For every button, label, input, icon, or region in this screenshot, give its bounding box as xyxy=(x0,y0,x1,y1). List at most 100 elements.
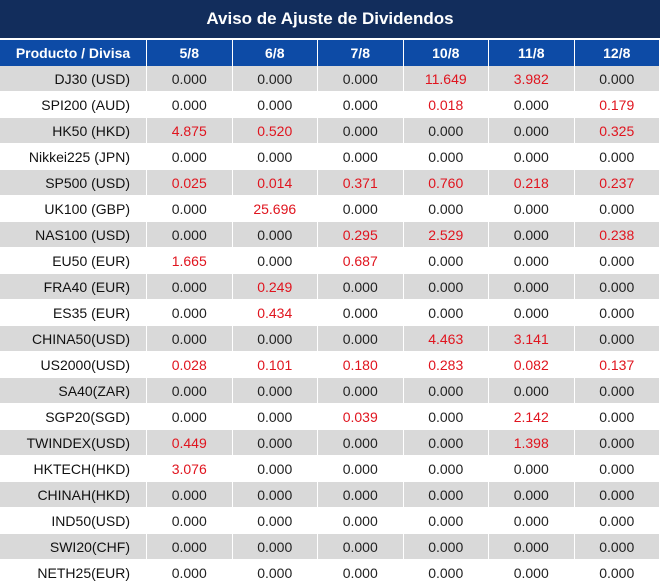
value-cell: 0.000 xyxy=(403,507,489,534)
value-cell: 0.000 xyxy=(574,377,660,404)
value-cell: 0.000 xyxy=(146,403,233,430)
table-row: CHINAH(HKD) 0.000 0.000 0.000 0.000 0.000 0.00… xyxy=(0,481,660,508)
value-cell: 0.238 xyxy=(574,221,660,248)
value-cell: 0.000 xyxy=(488,247,575,274)
product-cell: EU50 (EUR) xyxy=(0,247,147,274)
product-cell: IND50(USD) xyxy=(0,507,147,534)
table-row: TWINDEX(USD) 0.449 0.000 0.000 0.000 1.398 0.0… xyxy=(0,429,660,456)
value-cell: 0.000 xyxy=(232,403,318,430)
value-cell: 0.000 xyxy=(574,507,660,534)
product-cell: SP500 (USD) xyxy=(0,169,147,196)
header-date: 11/8 xyxy=(488,40,575,66)
table-row: HKTECH(HKD) 3.076 0.000 0.000 0.000 0.000 0.00… xyxy=(0,455,660,482)
value-cell: 0.520 xyxy=(232,117,318,144)
value-cell: 0.000 xyxy=(146,559,233,586)
value-cell: 0.082 xyxy=(488,351,575,378)
value-cell: 0.039 xyxy=(317,403,404,430)
product-cell: SWI20(CHF) xyxy=(0,533,147,560)
value-cell: 0.000 xyxy=(317,325,404,352)
value-cell: 0.000 xyxy=(403,481,489,508)
product-cell: TWINDEX(USD) xyxy=(0,429,147,456)
value-cell: 2.142 xyxy=(488,403,575,430)
value-cell: 11.649 xyxy=(403,66,489,92)
header-row: Producto / Divisa 5/8 6/8 7/8 10/8 11/8 … xyxy=(0,40,660,66)
value-cell: 0.000 xyxy=(317,429,404,456)
value-cell: 0.000 xyxy=(232,507,318,534)
table-row: US2000(USD) 0.028 0.101 0.180 0.283 0.082 0.13… xyxy=(0,351,660,378)
value-cell: 0.000 xyxy=(403,533,489,560)
table-row: SA40(ZAR) 0.000 0.000 0.000 0.000 0.000 0.000 xyxy=(0,377,660,404)
value-cell: 0.000 xyxy=(574,299,660,326)
value-cell: 0.000 xyxy=(488,117,575,144)
table-row: DJ30 (USD) 0.000 0.000 0.000 11.649 3.982 0.00… xyxy=(0,66,660,92)
header-date: 10/8 xyxy=(403,40,489,66)
value-cell: 3.982 xyxy=(488,66,575,92)
value-cell: 0.000 xyxy=(574,143,660,170)
value-cell: 0.000 xyxy=(574,533,660,560)
product-cell: Nikkei225 (JPN) xyxy=(0,143,147,170)
value-cell: 0.760 xyxy=(403,169,489,196)
value-cell: 0.000 xyxy=(317,299,404,326)
value-cell: 0.000 xyxy=(146,195,233,222)
table-row: SPI200 (AUD) 0.000 0.000 0.000 0.018 0.000 0.1… xyxy=(0,91,660,118)
value-cell: 0.000 xyxy=(488,221,575,248)
value-cell: 0.325 xyxy=(574,117,660,144)
value-cell: 0.000 xyxy=(232,221,318,248)
product-cell: FRA40 (EUR) xyxy=(0,273,147,300)
value-cell: 0.000 xyxy=(403,403,489,430)
value-cell: 0.000 xyxy=(146,481,233,508)
product-cell: SGP20(SGD) xyxy=(0,403,147,430)
value-cell: 0.000 xyxy=(232,559,318,586)
table-row: IND50(USD) 0.000 0.000 0.000 0.000 0.000 0.000 xyxy=(0,507,660,534)
value-cell: 0.000 xyxy=(488,91,575,118)
product-cell: HK50 (HKD) xyxy=(0,117,147,144)
value-cell: 0.000 xyxy=(317,533,404,560)
value-cell: 0.000 xyxy=(146,299,233,326)
product-cell: CHINA50(USD) xyxy=(0,325,147,352)
value-cell: 0.000 xyxy=(403,559,489,586)
value-cell: 0.000 xyxy=(403,195,489,222)
value-cell: 0.000 xyxy=(232,325,318,352)
table-row: NAS100 (USD) 0.000 0.000 0.295 2.529 0.000 0.2… xyxy=(0,221,660,248)
value-cell: 0.000 xyxy=(403,429,489,456)
value-cell: 0.179 xyxy=(574,91,660,118)
value-cell: 0.000 xyxy=(403,117,489,144)
value-cell: 0.000 xyxy=(488,507,575,534)
value-cell: 0.000 xyxy=(146,221,233,248)
value-cell: 0.000 xyxy=(232,533,318,560)
value-cell: 0.025 xyxy=(146,169,233,196)
value-cell: 0.000 xyxy=(317,66,404,92)
value-cell: 0.295 xyxy=(317,221,404,248)
header-date: 12/8 xyxy=(574,40,660,66)
product-cell: US2000(USD) xyxy=(0,351,147,378)
value-cell: 0.000 xyxy=(146,91,233,118)
header-date: 7/8 xyxy=(317,40,404,66)
value-cell: 0.000 xyxy=(146,325,233,352)
value-cell: 0.000 xyxy=(232,91,318,118)
table-row: UK100 (GBP) 0.000 25.696 0.000 0.000 0.000 0.0… xyxy=(0,195,660,222)
value-cell: 0.000 xyxy=(232,143,318,170)
value-cell: 0.000 xyxy=(317,507,404,534)
dividend-table: Producto / Divisa 5/8 6/8 7/8 10/8 11/8 … xyxy=(0,40,660,586)
product-cell: HKTECH(HKD) xyxy=(0,455,147,482)
table-row: FRA40 (EUR) 0.000 0.249 0.000 0.000 0.000 0.00… xyxy=(0,273,660,300)
value-cell: 0.000 xyxy=(232,247,318,274)
value-cell: 0.000 xyxy=(317,117,404,144)
value-cell: 3.141 xyxy=(488,325,575,352)
value-cell: 0.000 xyxy=(574,325,660,352)
value-cell: 0.000 xyxy=(574,455,660,482)
value-cell: 0.000 xyxy=(403,377,489,404)
value-cell: 25.696 xyxy=(232,195,318,222)
value-cell: 0.000 xyxy=(488,481,575,508)
header-date: 5/8 xyxy=(146,40,233,66)
value-cell: 0.449 xyxy=(146,429,233,456)
table-row: HK50 (HKD) 4.875 0.520 0.000 0.000 0.000 0.325 xyxy=(0,117,660,144)
table-row: SWI20(CHF) 0.000 0.000 0.000 0.000 0.000 0.000 xyxy=(0,533,660,560)
value-cell: 4.875 xyxy=(146,117,233,144)
value-cell: 0.000 xyxy=(232,66,318,92)
product-cell: UK100 (GBP) xyxy=(0,195,147,222)
value-cell: 0.000 xyxy=(317,195,404,222)
value-cell: 0.000 xyxy=(403,455,489,482)
value-cell: 0.028 xyxy=(146,351,233,378)
value-cell: 0.000 xyxy=(146,66,233,92)
